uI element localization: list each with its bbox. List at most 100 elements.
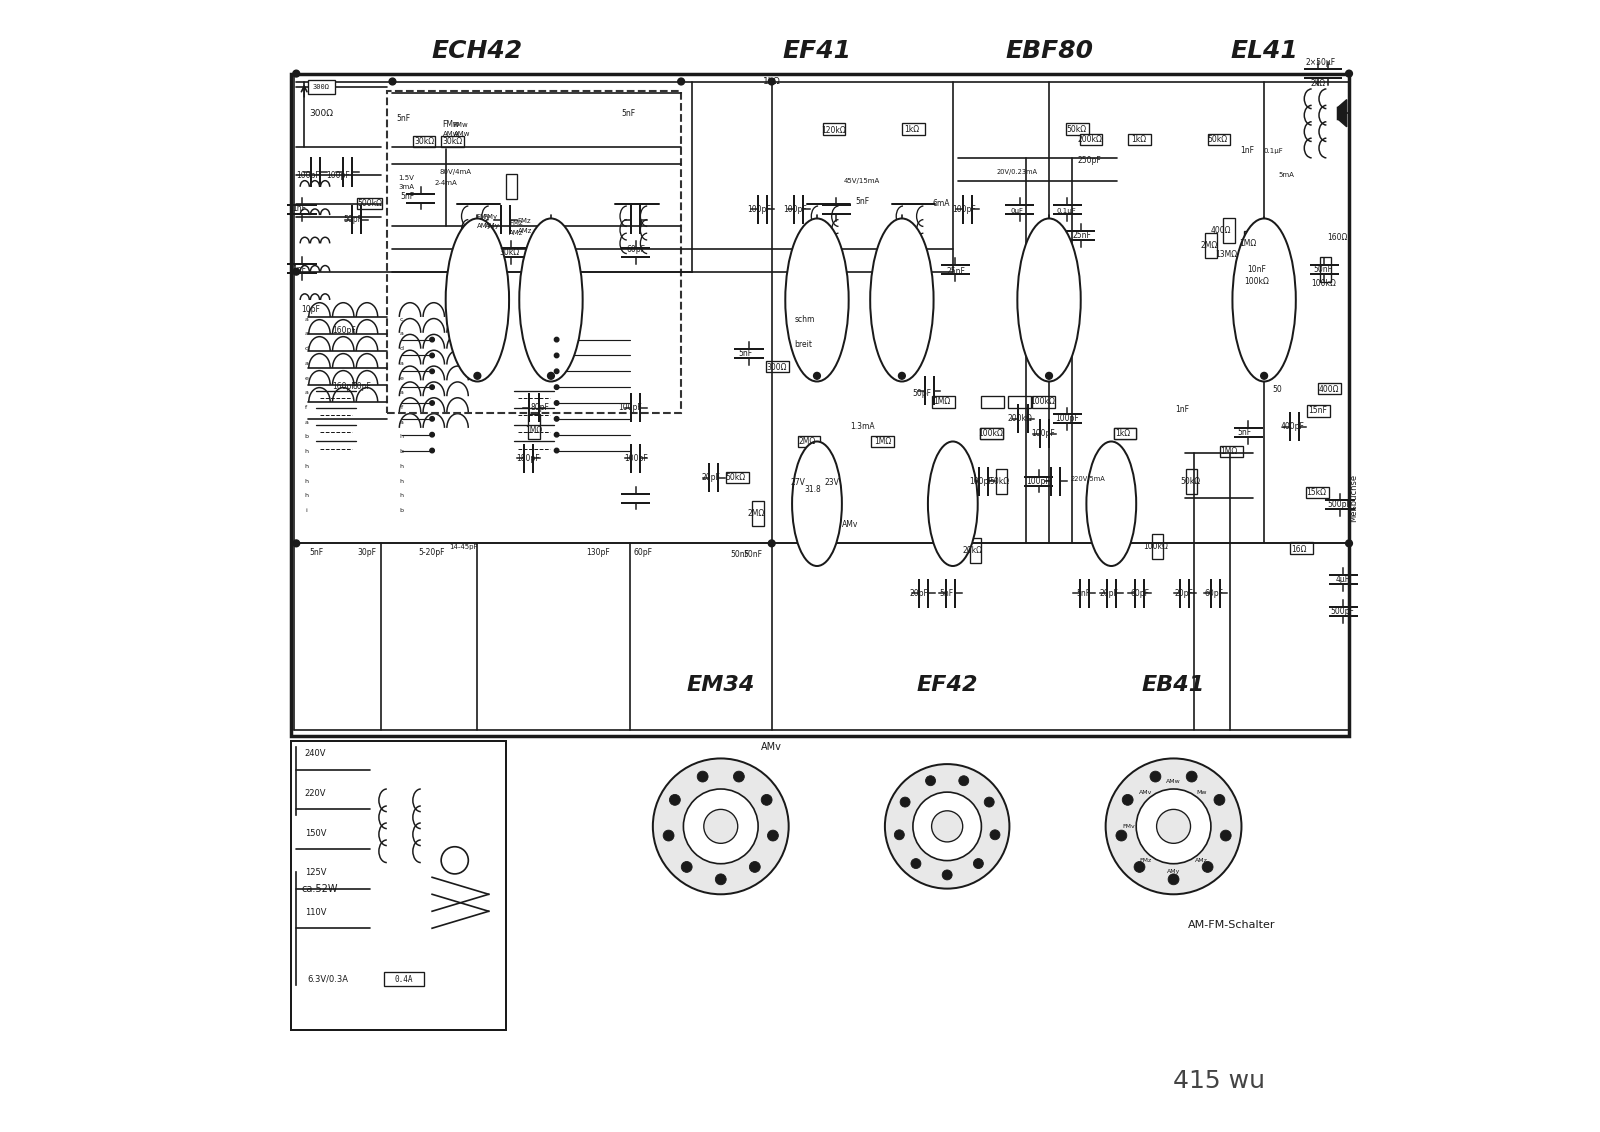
Text: EF42: EF42 (917, 675, 978, 695)
Text: AM-FM-Schalter: AM-FM-Schalter (1187, 920, 1275, 929)
Circle shape (942, 869, 952, 880)
Text: 100pF: 100pF (1026, 477, 1050, 486)
Circle shape (683, 789, 758, 864)
Bar (291, 74, 1349, 736)
Text: 16Ω: 16Ω (1291, 544, 1307, 554)
Circle shape (554, 353, 558, 358)
Text: 1MΩ: 1MΩ (1240, 239, 1258, 248)
Circle shape (1136, 789, 1211, 864)
Circle shape (768, 830, 778, 841)
Text: h: h (304, 494, 309, 498)
Circle shape (389, 78, 395, 85)
Text: FMz: FMz (509, 220, 523, 226)
Text: FMy: FMy (483, 214, 498, 221)
Text: 25nF: 25nF (1072, 231, 1091, 240)
Text: 300Ω: 300Ω (309, 109, 333, 118)
Circle shape (682, 861, 693, 873)
Bar (1128, 134, 1150, 145)
Text: 2MΩ: 2MΩ (747, 509, 765, 518)
Bar (442, 136, 464, 147)
Text: 2MΩ: 2MΩ (1200, 241, 1218, 250)
Text: i: i (306, 508, 307, 513)
Text: 2×50µF: 2×50µF (1306, 58, 1336, 67)
Text: 50kΩ: 50kΩ (1208, 135, 1227, 144)
Circle shape (925, 775, 936, 786)
Text: 20pF: 20pF (909, 589, 928, 598)
Text: 50: 50 (1274, 385, 1283, 394)
Text: AMw: AMw (1166, 779, 1181, 783)
Circle shape (990, 830, 1000, 840)
Circle shape (554, 337, 558, 342)
Text: 0.1µF: 0.1µF (1264, 147, 1283, 154)
Ellipse shape (792, 441, 842, 566)
Text: 250pF: 250pF (1078, 156, 1102, 165)
Text: EF41: EF41 (782, 38, 851, 63)
Bar (726, 472, 749, 483)
Bar (1114, 428, 1136, 439)
Text: 220V/5mA: 220V/5mA (1070, 475, 1106, 482)
Text: 50kΩ: 50kΩ (725, 473, 746, 482)
Text: ECH42: ECH42 (432, 38, 523, 63)
Text: AMy: AMy (1166, 869, 1181, 874)
Circle shape (1157, 809, 1190, 843)
Bar (798, 436, 821, 447)
Ellipse shape (786, 218, 848, 381)
Text: FMz: FMz (1139, 858, 1152, 863)
Text: 400pF: 400pF (1280, 422, 1304, 431)
Text: 100pF: 100pF (784, 205, 808, 214)
Text: 415 wu: 415 wu (1173, 1069, 1266, 1094)
Text: AMz: AMz (509, 230, 523, 237)
Text: AMw: AMw (443, 130, 459, 137)
Circle shape (430, 417, 434, 421)
Circle shape (768, 78, 774, 85)
Text: 300Ω: 300Ω (312, 84, 330, 91)
Bar (1205, 233, 1216, 258)
Circle shape (885, 764, 1010, 889)
Text: 100pF: 100pF (618, 403, 642, 412)
Circle shape (813, 372, 821, 379)
Text: 30pF: 30pF (357, 548, 376, 557)
Circle shape (293, 540, 299, 547)
Text: 1.5V: 1.5V (398, 174, 414, 181)
Text: 100pF: 100pF (747, 205, 771, 214)
Bar (387, 91, 682, 413)
Text: h: h (304, 449, 309, 454)
Text: 100pF: 100pF (1056, 414, 1078, 423)
Text: a: a (304, 332, 309, 336)
Text: 1.3mA: 1.3mA (850, 422, 875, 431)
Circle shape (1214, 795, 1226, 805)
Ellipse shape (870, 218, 933, 381)
Text: 1kΩ: 1kΩ (1115, 429, 1130, 438)
Bar (307, 80, 334, 94)
Text: ca.52W: ca.52W (302, 884, 339, 893)
Bar (970, 538, 981, 563)
Text: 100pF: 100pF (952, 205, 976, 214)
Text: Meßbuchse: Meßbuchse (1349, 474, 1358, 522)
Text: d: d (304, 346, 309, 351)
Text: EBF80: EBF80 (1005, 38, 1093, 63)
Text: 500kΩ: 500kΩ (357, 199, 382, 208)
Bar (995, 469, 1006, 494)
Text: 80V/4mA: 80V/4mA (440, 169, 472, 175)
Text: 27V: 27V (790, 478, 805, 487)
Text: EL41: EL41 (1230, 38, 1298, 63)
Text: e: e (400, 376, 403, 380)
Text: 15nF: 15nF (1307, 406, 1326, 415)
Text: a: a (304, 391, 309, 395)
Text: 20V/0.23mA: 20V/0.23mA (997, 169, 1038, 175)
Circle shape (914, 792, 981, 860)
Text: 60pF: 60pF (1130, 589, 1149, 598)
Text: schm: schm (794, 315, 814, 324)
Circle shape (293, 70, 299, 77)
Text: 1MΩ: 1MΩ (874, 437, 891, 446)
Text: 50nF: 50nF (731, 550, 749, 559)
Circle shape (899, 372, 906, 379)
Bar (1306, 487, 1328, 498)
Circle shape (894, 830, 904, 840)
Ellipse shape (1086, 441, 1136, 566)
Text: 1MΩ: 1MΩ (1221, 447, 1238, 456)
Text: a: a (304, 420, 309, 424)
Text: 300Ω: 300Ω (766, 363, 787, 372)
Text: EM34: EM34 (686, 675, 755, 695)
Circle shape (430, 448, 434, 453)
